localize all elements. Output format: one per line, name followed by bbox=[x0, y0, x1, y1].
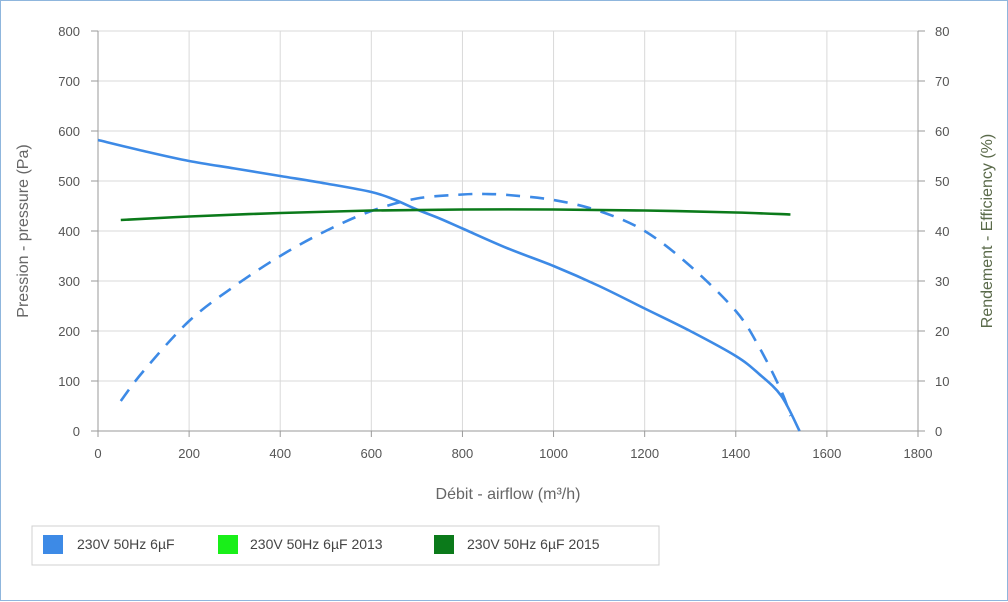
y-tick-label-right: 0 bbox=[935, 424, 942, 439]
legend-box bbox=[31, 525, 660, 566]
legend-swatch-2 bbox=[434, 535, 454, 554]
y-tick-label-left: 400 bbox=[58, 224, 80, 239]
y-tick-label-right: 50 bbox=[935, 174, 949, 189]
series-line-pressure-0[interactable] bbox=[97, 138, 801, 432]
legend-item-2[interactable]: 230V 50Hz 6µF 2015 bbox=[434, 535, 600, 554]
legend-swatch-1 bbox=[218, 535, 238, 554]
y-tick-label-left: 600 bbox=[58, 124, 80, 139]
legend-label-0: 230V 50Hz 6µF bbox=[77, 536, 175, 552]
y-axis-right-title: Rendement - Efficiency (%) bbox=[979, 134, 996, 328]
y-tick-label-left: 500 bbox=[58, 174, 80, 189]
x-tick-label: 400 bbox=[269, 446, 291, 461]
x-tick-label: 1800 bbox=[904, 446, 933, 461]
y-tick-label-right: 20 bbox=[935, 324, 949, 339]
y-tick-label-left: 700 bbox=[58, 74, 80, 89]
x-axis-title: Débit - airflow (m³/h) bbox=[436, 486, 581, 503]
x-tick-label: 0 bbox=[94, 446, 101, 461]
series-line-efficiency-2[interactable] bbox=[120, 208, 791, 222]
grid bbox=[97, 30, 919, 432]
y-tick-label-left: 100 bbox=[58, 374, 80, 389]
y-tick-label-left: 0 bbox=[73, 424, 80, 439]
x-tick-label: 1600 bbox=[812, 446, 841, 461]
y-tick-label-right: 80 bbox=[935, 24, 949, 39]
series-line-efficiency-1[interactable] bbox=[119, 192, 792, 417]
legend-item-0[interactable]: 230V 50Hz 6µF bbox=[43, 535, 175, 554]
series-group bbox=[97, 138, 801, 432]
y-axis-left-title: Pression - pressure (Pa) bbox=[15, 144, 32, 317]
legend-item-1[interactable]: 230V 50Hz 6µF 2013 bbox=[218, 535, 383, 554]
legend-swatch-0 bbox=[43, 535, 63, 554]
y-tick-label-right: 10 bbox=[935, 374, 949, 389]
x-tick-label: 800 bbox=[452, 446, 474, 461]
x-tick-label: 200 bbox=[178, 446, 200, 461]
axes bbox=[91, 30, 925, 437]
y-tick-label-right: 30 bbox=[935, 274, 949, 289]
y-tick-label-right: 70 bbox=[935, 74, 949, 89]
x-tick-label: 1200 bbox=[630, 446, 659, 461]
y-tick-label-left: 200 bbox=[58, 324, 80, 339]
y-tick-label-left: 800 bbox=[58, 24, 80, 39]
y-tick-label-right: 40 bbox=[935, 224, 949, 239]
x-tick-label: 1000 bbox=[539, 446, 568, 461]
y-tick-label-left: 300 bbox=[58, 274, 80, 289]
legend-label-2: 230V 50Hz 6µF 2015 bbox=[467, 536, 600, 552]
legend-label-1: 230V 50Hz 6µF 2013 bbox=[250, 536, 383, 552]
y-tick-label-right: 60 bbox=[935, 124, 949, 139]
x-tick-label: 1400 bbox=[721, 446, 750, 461]
x-tick-label: 600 bbox=[360, 446, 382, 461]
